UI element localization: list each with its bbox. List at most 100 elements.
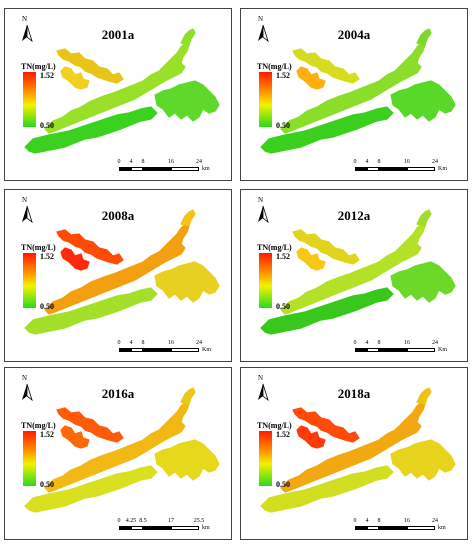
legend-min-value: 0.50 xyxy=(276,480,290,489)
scale-bar-segment xyxy=(407,167,435,171)
legend-min-value: 0.50 xyxy=(40,302,54,311)
legend-max-value: 1.52 xyxy=(276,252,290,261)
scale-bar-segment xyxy=(367,167,379,171)
region-northwest-arm xyxy=(56,407,124,443)
scale-bar-segment xyxy=(143,526,171,530)
scale-tick-label: 16 xyxy=(404,340,410,346)
scale-bar-segment xyxy=(407,348,435,352)
scale-bar-segment xyxy=(367,526,379,530)
scale-tick-label: 4 xyxy=(365,159,369,165)
region-northeast-tail xyxy=(416,387,432,405)
scale-tick-label: 25.5 xyxy=(193,518,205,524)
region-east-branches xyxy=(390,80,456,122)
scale-bar-segment xyxy=(171,526,199,530)
scale-tick-label: 16 xyxy=(168,159,174,165)
north-arrow-icon xyxy=(22,205,33,224)
legend-color-ramp xyxy=(23,253,36,308)
region-northwest-arm xyxy=(292,407,360,443)
legend-max-value: 1.52 xyxy=(40,71,54,80)
scale-tick-label: 24 xyxy=(196,159,202,165)
region-west-body xyxy=(60,247,90,271)
legend-min-value: 0.50 xyxy=(40,480,54,489)
region-northeast-tail xyxy=(180,387,196,405)
north-arrow-icon xyxy=(258,24,269,43)
scale-bar: 0 4.25 8.5 17 25.5 km xyxy=(117,518,211,536)
legend-min-value: 0.50 xyxy=(276,302,290,311)
scale-bar-segment xyxy=(171,348,199,352)
scale-unit-label: Km xyxy=(438,166,447,172)
panel-title: 2016a xyxy=(101,386,135,401)
legend-title: TN(mg/L) xyxy=(257,243,292,252)
scale-unit-label: km xyxy=(438,525,446,531)
scale-tick-label: 0 xyxy=(353,340,357,346)
scale-tick-label: 16 xyxy=(404,518,410,524)
legend-color-ramp xyxy=(23,431,36,486)
scale-tick-label: 4.25 xyxy=(125,518,137,524)
scale-tick-label: 0 xyxy=(353,159,357,165)
scale-tick-label: 24 xyxy=(432,340,438,346)
scale-tick-label: 8.5 xyxy=(139,518,147,524)
scale-unit-label: Km xyxy=(438,347,447,353)
north-label: N xyxy=(258,196,264,204)
region-south-lobe xyxy=(260,287,394,335)
scale-bar-segment xyxy=(355,167,367,171)
map-panel: 2016a N TN(mg/L) 1.52 0.50 0 4.25 8.5 17 25.… xyxy=(4,367,232,540)
scale-bar: 0 4 8 16 24 Km xyxy=(117,340,212,358)
region-east-branches xyxy=(390,261,456,303)
legend-title: TN(mg/L) xyxy=(21,243,56,252)
region-west-body xyxy=(296,247,326,271)
scale-bar-segment xyxy=(355,526,367,530)
legend-title: TN(mg/L) xyxy=(21,421,56,430)
panel-title: 2004a xyxy=(337,27,371,42)
scale-tick-label: 4 xyxy=(365,518,369,524)
scale-bar-segment xyxy=(119,348,131,352)
scale-tick-label: 8 xyxy=(377,518,381,524)
scale-tick-label: 0 xyxy=(117,340,121,346)
panel-title: 2001a xyxy=(101,27,135,42)
legend-max-value: 1.52 xyxy=(40,252,54,261)
north-arrow-icon xyxy=(22,24,33,43)
north-arrow-icon xyxy=(22,383,33,402)
north-label: N xyxy=(22,15,28,23)
region-northwest-arm xyxy=(56,48,124,84)
scale-tick-label: 8 xyxy=(377,159,381,165)
scale-bar-segment xyxy=(131,167,143,171)
panel-title: 2008a xyxy=(101,208,135,223)
scale-tick-label: 0 xyxy=(117,518,121,524)
legend-title: TN(mg/L) xyxy=(21,62,56,71)
scale-bar-segment xyxy=(143,348,171,352)
scale-bar-segment xyxy=(131,526,143,530)
region-south-lobe xyxy=(260,465,394,513)
region-central-body xyxy=(44,42,190,134)
scale-bar-segment xyxy=(355,348,367,352)
reservoir-map xyxy=(24,209,220,335)
region-northeast-tail xyxy=(180,209,196,227)
scale-unit-label: Km xyxy=(202,347,211,353)
reservoir-map xyxy=(260,28,456,154)
scale-bar: 0 4 8 16 24 Km xyxy=(353,159,448,177)
scale-tick-label: 0 xyxy=(353,518,357,524)
region-central-body xyxy=(280,42,426,134)
scale-bar: 0 4 8 16 24 km xyxy=(118,159,211,177)
scale-tick-label: 16 xyxy=(168,340,174,346)
scale-tick-label: 16 xyxy=(404,159,410,165)
map-panel: 2012a N TN(mg/L) 1.52 0.50 0 4 8 16 24 Km xyxy=(240,189,468,362)
scale-tick-label: 8 xyxy=(141,340,145,346)
scale-bar-segment xyxy=(131,348,143,352)
legend-max-value: 1.52 xyxy=(40,430,54,439)
scale-bar-segment xyxy=(119,167,131,171)
region-west-body xyxy=(60,66,90,90)
legend-color-ramp xyxy=(259,72,272,127)
scale-bar-segment xyxy=(143,167,171,171)
region-east-branches xyxy=(154,261,220,303)
region-west-body xyxy=(296,66,326,90)
panel-title: 2018a xyxy=(337,386,371,401)
legend-title: TN(mg/L) xyxy=(257,421,292,430)
legend-color-ramp xyxy=(259,431,272,486)
scale-tick-label: 4 xyxy=(129,159,133,165)
scale-bar-segment xyxy=(367,348,379,352)
scale-bar-segment xyxy=(379,348,407,352)
legend-color-ramp xyxy=(259,253,272,308)
region-south-lobe xyxy=(260,106,394,154)
north-label: N xyxy=(258,374,264,382)
